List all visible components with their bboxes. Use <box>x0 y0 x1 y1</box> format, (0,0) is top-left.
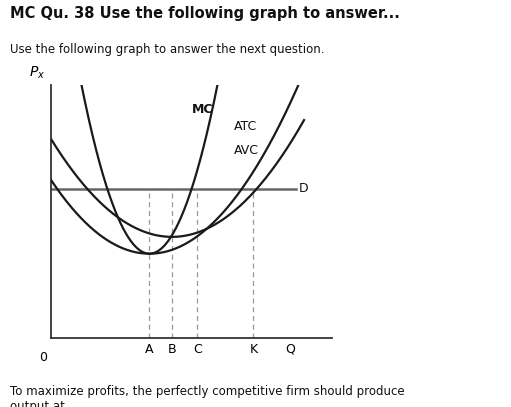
Text: D: D <box>298 182 308 195</box>
Text: Use the following graph to answer the next question.: Use the following graph to answer the ne… <box>10 43 324 56</box>
Text: 0: 0 <box>39 350 47 363</box>
Text: AVC: AVC <box>234 144 259 157</box>
Text: To maximize profits, the perfectly competitive firm should produce
output at: To maximize profits, the perfectly compe… <box>10 385 405 407</box>
Text: ATC: ATC <box>234 120 257 133</box>
Text: $P_x$: $P_x$ <box>29 64 45 81</box>
Text: MC: MC <box>192 103 213 116</box>
Text: MC Qu. 38 Use the following graph to answer...: MC Qu. 38 Use the following graph to ans… <box>10 6 400 21</box>
